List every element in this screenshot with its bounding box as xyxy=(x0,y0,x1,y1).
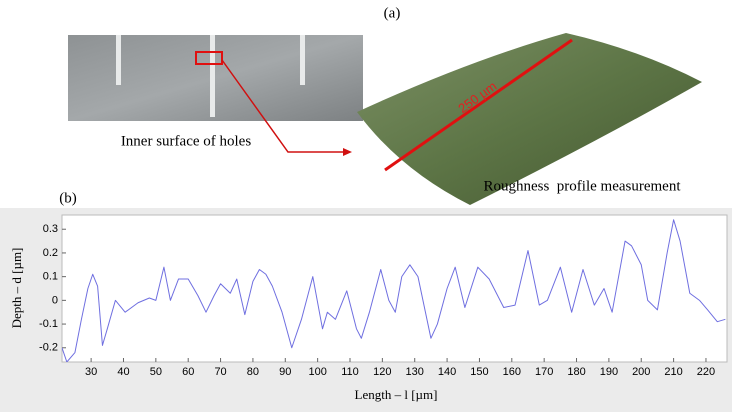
panel-label: (b) xyxy=(59,190,77,206)
x-tick-label: 60 xyxy=(182,366,194,378)
profile-line xyxy=(62,219,726,362)
x-tick-label: 130 xyxy=(406,366,424,378)
surface-scan: 250 µm xyxy=(357,33,702,205)
x-tick-label: 180 xyxy=(567,366,585,378)
x-tick-label: 100 xyxy=(308,366,326,378)
y-tick-label: 0 xyxy=(52,294,58,306)
x-tick-label: 140 xyxy=(438,366,456,378)
plot-area xyxy=(61,214,728,363)
x-tick-label: 150 xyxy=(470,366,488,378)
x-tick-label: 160 xyxy=(503,366,521,378)
y-tick-label: -0.2 xyxy=(39,342,58,354)
y-tick-label: 0.2 xyxy=(43,247,58,259)
x-tick-label: 50 xyxy=(150,366,162,378)
x-tick-label: 220 xyxy=(697,366,715,378)
x-tick-label: 90 xyxy=(279,366,291,378)
measurement-caption: Roughness profile measurement xyxy=(483,178,681,194)
hole-photo xyxy=(68,35,363,121)
x-tick-label: 110 xyxy=(341,366,359,378)
callout-arrow xyxy=(221,59,343,153)
panel-label: (a) xyxy=(384,5,401,21)
x-tick-label: 30 xyxy=(85,366,97,378)
x-axis-title: Length – l [µm] xyxy=(355,387,438,402)
y-tick-label: 0.3 xyxy=(43,223,58,235)
x-tick-label: 40 xyxy=(117,366,129,378)
x-tick-label: 170 xyxy=(535,366,553,378)
x-tick-label: 70 xyxy=(214,366,226,378)
x-tick-label: 200 xyxy=(632,366,650,378)
y-axis-title: Depth – d [µm] xyxy=(9,248,24,329)
arrow-head xyxy=(343,148,352,156)
y-tick-label: 0.1 xyxy=(43,271,58,283)
y-tick-label: -0.1 xyxy=(39,318,58,330)
x-tick-label: 210 xyxy=(664,366,682,378)
photo-caption: Inner surface of holes xyxy=(121,133,252,149)
x-tick-label: 120 xyxy=(373,366,391,378)
x-tick-label: 80 xyxy=(247,366,259,378)
x-tick-label: 190 xyxy=(600,366,618,378)
